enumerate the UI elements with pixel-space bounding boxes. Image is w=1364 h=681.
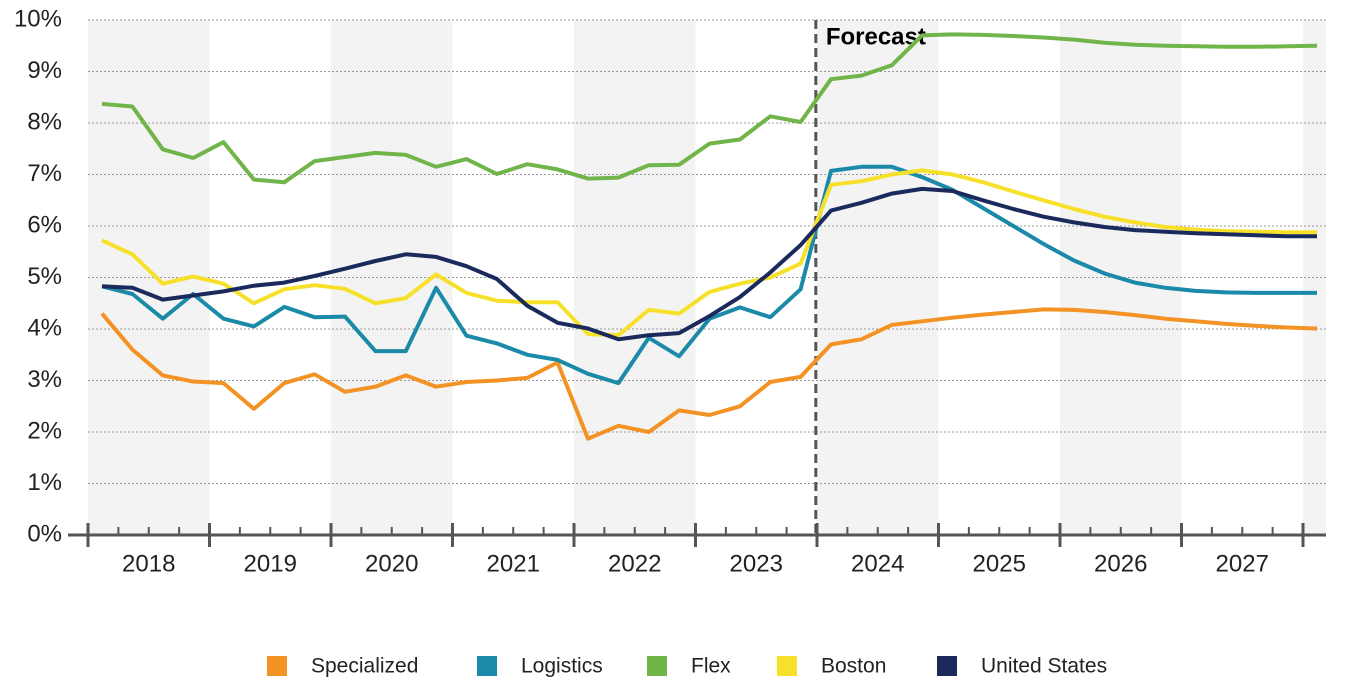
y-tick-label: 3% [27,366,62,393]
legend-label: Flex [691,655,731,678]
year-band [1303,20,1326,535]
y-tick-label: 1% [27,469,62,496]
x-tick-label: 2021 [487,550,540,577]
y-tick-label: 6% [27,211,62,238]
x-tick-label: 2024 [851,550,904,577]
x-tick-label: 2020 [365,550,418,577]
series-line [101,168,1317,338]
y-tick-label: 0% [27,520,62,547]
series-line [101,186,1317,342]
year-band [574,20,696,535]
legend-label: Boston [821,655,886,678]
y-tick-label: 4% [27,314,62,341]
x-tick-label: 2023 [730,550,783,577]
legend-label: Specialized [311,655,418,678]
y-tick-label: 9% [27,57,62,84]
legend-swatch [267,656,287,676]
legend-swatch [477,656,497,676]
y-tick-label: 2% [27,417,62,444]
series-line [101,164,1317,386]
y-tick-label: 8% [27,108,62,135]
legend-label: United States [981,655,1107,678]
x-tick-label: 2019 [244,550,297,577]
legend-label: Logistics [521,655,603,678]
y-tick-label: 10% [14,5,62,32]
y-tick-label: 5% [27,263,62,290]
x-tick-label: 2022 [608,550,661,577]
x-tick-label: 2027 [1216,550,1269,577]
x-tick-label: 2025 [973,550,1026,577]
legend-swatch [647,656,667,676]
series-line [100,307,1318,441]
x-tick-label: 2018 [122,550,175,577]
series-line [101,32,1318,185]
legend: Specialized Logistics Flex Boston United Sta… [267,655,1107,678]
y-tick-label: 7% [27,160,62,187]
legend-swatch [777,656,797,676]
legend-swatch [937,656,957,676]
x-tick-label: 2026 [1094,550,1147,577]
